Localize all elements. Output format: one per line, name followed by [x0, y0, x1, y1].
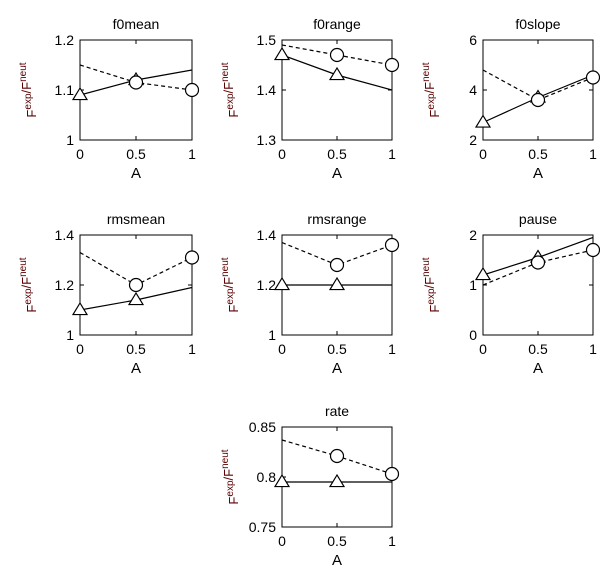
y-axis-label: Fexp/Fneut — [220, 257, 241, 312]
triangle-marker — [474, 114, 492, 128]
y-tick-label: 0.75 — [249, 519, 276, 535]
y-tick-label: 2 — [469, 227, 477, 243]
y-axis-label: Fexp/Fneut — [220, 62, 241, 117]
panel-pause: pause 0 1 2 0 0.5 1 A Fexp/Fneut — [421, 211, 600, 377]
y-tick-label: 1.2 — [55, 277, 75, 293]
circle-marker — [585, 70, 600, 85]
circle-marker — [184, 250, 200, 265]
x-axis-label: A — [533, 360, 543, 377]
x-tick-label: 1 — [188, 341, 196, 357]
y-tick-label: 1 — [66, 327, 74, 343]
x-tick-label: 0 — [76, 341, 84, 357]
y-axis-label: Fexp/Fneut — [18, 257, 39, 312]
triangle-marker — [127, 291, 145, 306]
x-axis-label: A — [131, 165, 141, 182]
y-tick-label: 1.1 — [55, 82, 75, 98]
panel-rate: rate 0.75 0.8 0.85 0 0.5 1 A Fexp/Fneut — [220, 403, 400, 569]
triangle-marker — [328, 473, 346, 488]
y-tick-label: 1.3 — [257, 132, 277, 148]
y-tick-label: 1 — [268, 327, 276, 343]
panel-f0mean: f0mean 1 1.1 1.2 0 0.5 1 A Fexp/Fneut — [18, 16, 200, 182]
circle-marker — [384, 237, 400, 253]
x-tick-label: 1 — [388, 146, 396, 162]
x-tick-label: 0.5 — [327, 146, 347, 162]
y-tick-label: 0.8 — [257, 469, 277, 485]
y-tick-label: 1.5 — [257, 32, 277, 48]
panel-title: rmsmean — [107, 211, 165, 227]
triangle-marker — [71, 86, 89, 101]
x-tick-label: 0.5 — [528, 341, 548, 357]
y-tick-label: 4 — [469, 82, 477, 98]
x-tick-label: 1 — [589, 146, 597, 162]
panel-title: f0range — [313, 16, 361, 32]
triangle-marker — [71, 301, 89, 316]
x-tick-label: 0.5 — [327, 341, 347, 357]
y-tick-label: 2 — [469, 132, 477, 148]
x-tick-label: 1 — [589, 341, 597, 357]
triangle-marker — [474, 266, 492, 281]
y-tick-label: 0 — [469, 327, 477, 343]
x-tick-label: 0 — [278, 533, 286, 549]
y-tick-label: 1.4 — [257, 227, 277, 243]
x-axis-label: A — [533, 165, 543, 182]
dashed-series-line — [282, 44, 392, 66]
circle-marker — [128, 277, 144, 293]
x-tick-label: 0.5 — [126, 341, 146, 357]
x-axis-label: A — [332, 360, 342, 377]
y-tick-label: 6 — [469, 32, 477, 48]
x-tick-label: 0.5 — [126, 146, 146, 162]
circle-marker — [384, 57, 400, 73]
circle-marker — [329, 47, 345, 63]
y-tick-label: 1.4 — [55, 227, 75, 243]
panel-f0slope: f0slope 2 4 6 0 0.5 1 A Fexp/Fneut — [421, 16, 600, 182]
y-tick-label: 1.2 — [55, 32, 75, 48]
x-tick-label: 1 — [388, 341, 396, 357]
panel-rmsrange: rmsrange 1 1.2 1.4 0 0.5 1 A Fexp/Fneut — [220, 211, 400, 377]
triangle-marker — [273, 276, 291, 291]
x-tick-label: 0 — [76, 146, 84, 162]
x-tick-label: 0 — [278, 146, 286, 162]
circle-marker — [184, 82, 200, 98]
panel-title: f0slope — [515, 16, 560, 32]
y-axis-label: Fexp/Fneut — [18, 62, 39, 117]
triangle-marker — [328, 276, 346, 291]
x-axis-label: A — [332, 165, 342, 182]
circle-marker — [585, 242, 600, 258]
panel-title: f0mean — [113, 16, 160, 32]
x-tick-label: 1 — [388, 533, 396, 549]
y-tick-label: 1.2 — [257, 277, 277, 293]
x-tick-label: 1 — [188, 146, 196, 162]
circle-marker — [329, 448, 345, 464]
x-tick-label: 0 — [479, 146, 487, 162]
y-tick-label: 1.4 — [257, 82, 277, 98]
x-axis-label: A — [332, 552, 342, 569]
x-tick-label: 0.5 — [327, 533, 347, 549]
circle-marker — [530, 92, 546, 108]
y-axis-label: Fexp/Fneut — [220, 449, 241, 504]
x-tick-label: 0.5 — [528, 146, 548, 162]
y-axis-label: Fexp/Fneut — [421, 257, 442, 312]
x-tick-label: 0 — [479, 341, 487, 357]
panel-title: rate — [325, 403, 349, 419]
y-tick-label: 0.85 — [249, 419, 276, 435]
circle-marker — [384, 466, 400, 482]
circle-marker — [128, 75, 144, 90]
panel-f0range: f0range 1.3 1.4 1.5 0 0.5 1 A Fexp/Fneut — [220, 16, 400, 182]
x-axis-label: A — [131, 360, 141, 377]
triangle-marker — [273, 473, 291, 488]
x-tick-label: 0 — [278, 341, 286, 357]
triangle-marker — [273, 46, 291, 61]
panel-title: pause — [519, 211, 557, 227]
y-axis-label: Fexp/Fneut — [421, 62, 442, 117]
y-tick-label: 1 — [66, 132, 74, 148]
y-tick-label: 1 — [469, 277, 477, 293]
triangle-marker — [328, 66, 346, 81]
panel-title: rmsrange — [307, 211, 366, 227]
circle-marker — [530, 255, 546, 270]
panel-rmsmean: rmsmean 1 1.2 1.4 0 0.5 1 A Fexp/Fneut — [18, 211, 200, 377]
circle-marker — [329, 257, 345, 273]
